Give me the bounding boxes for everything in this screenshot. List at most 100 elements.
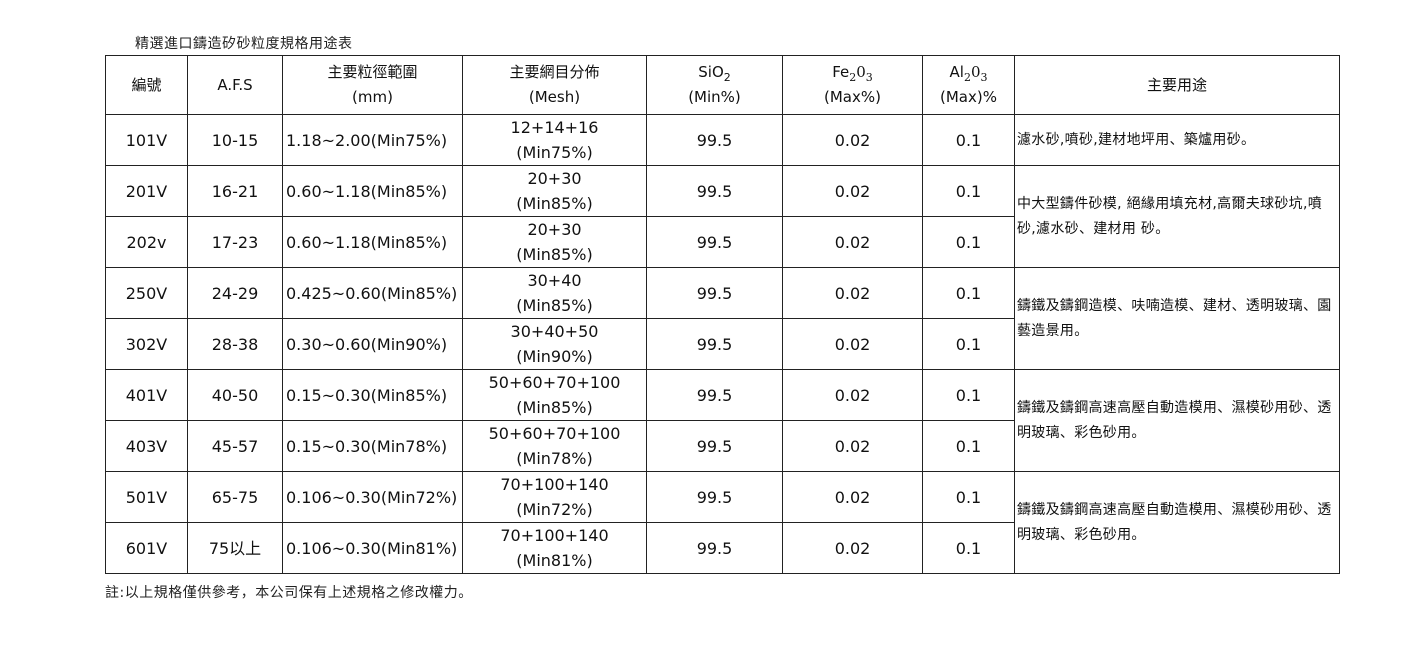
header-sio2: SiO2 (Min%) <box>646 55 783 115</box>
cell-al2o3: 0.1 <box>922 267 1015 319</box>
cell-afs: 24-29 <box>187 267 283 319</box>
header-size-line1: 主要粒徑範圍 <box>327 63 418 81</box>
table-row: 101V 10-15 1.18~2.00(Min75%) 12+14+16 (Mi… <box>105 114 1340 166</box>
cell-afs: 65-75 <box>187 471 283 523</box>
cell-usage: 鑄鐵及鑄鋼高速高壓自動造模用、濕模砂用砂、透明玻璃、彩色砂用。 <box>1014 369 1340 472</box>
cell-mesh-line1: 12+14+16 <box>510 118 599 137</box>
cell-afs: 45-57 <box>187 420 283 472</box>
cell-afs: 17-23 <box>187 216 283 268</box>
cell-code: 501V <box>105 471 188 523</box>
cell-sio2: 99.5 <box>646 471 783 523</box>
cell-mesh-line1: 20+30 <box>527 220 582 239</box>
cell-mesh: 70+100+140 (Min81%) <box>462 522 647 574</box>
cell-fe2o3: 0.02 <box>782 318 923 370</box>
cell-mesh-line2: (Min90%) <box>516 347 593 366</box>
cell-afs: 75以上 <box>187 522 283 574</box>
cell-al2o3: 0.1 <box>922 165 1015 217</box>
header-mesh: 主要網目分佈 (Mesh) <box>462 55 647 115</box>
table-row: 302V 28-38 0.30~0.60(Min90%) 30+40+50 (Mi… <box>105 318 1340 370</box>
cell-mesh-line1: 70+100+140 <box>500 475 609 494</box>
cell-mesh-line1: 30+40 <box>527 271 582 290</box>
table-row: 202v 17-23 0.60~1.18(Min85%) 20+30 (Min85… <box>105 216 1340 268</box>
header-size-line2: (mm) <box>352 88 393 106</box>
cell-size: 1.18~2.00(Min75%) <box>282 114 463 166</box>
cell-usage: 中大型鑄件砂模, 絕緣用填充材,高爾夫球砂坑,噴砂,濾水砂、建材用 砂。 <box>1014 165 1340 268</box>
cell-mesh-line1: 50+60+70+100 <box>488 373 621 392</box>
header-sio2-formula: SiO2 <box>648 60 782 85</box>
cell-mesh: 30+40+50 (Min90%) <box>462 318 647 370</box>
header-mesh-line2: (Mesh) <box>528 88 581 106</box>
cell-mesh-line2: (Min85%) <box>516 398 593 417</box>
cell-sio2: 99.5 <box>646 369 783 421</box>
table-row: 501V 65-75 0.106~0.30(Min72%) 70+100+140… <box>105 471 1340 574</box>
cell-size: 0.60~1.18(Min85%) <box>282 216 463 268</box>
cell-mesh-line2: (Min85%) <box>516 245 593 264</box>
fe-rest: 0 <box>856 63 866 81</box>
cell-size: 0.30~0.60(Min90%) <box>282 318 463 370</box>
header-afs: A.F.S <box>187 55 283 115</box>
cell-afs: 28-38 <box>187 318 283 370</box>
cell-afs: 16-21 <box>187 165 283 217</box>
sio2-main: SiO <box>698 63 724 81</box>
cell-mesh-line1: 20+30 <box>527 169 582 188</box>
cell-fe2o3: 0.02 <box>782 165 923 217</box>
cell-fe2o3: 0.02 <box>782 420 923 472</box>
cell-code: 201V <box>105 165 188 217</box>
cell-size: 0.60~1.18(Min85%) <box>282 165 463 217</box>
cell-mesh-line2: (Min78%) <box>516 449 593 468</box>
cell-usage: 鑄鐵及鑄鋼高速高壓自動造模用、濕模砂用砂、透明玻璃、彩色砂用。 <box>1014 471 1340 574</box>
cell-al2o3: 0.1 <box>922 471 1015 523</box>
cell-code: 601V <box>105 522 188 574</box>
cell-afs: 40-50 <box>187 369 283 421</box>
cell-fe2o3: 0.02 <box>782 114 923 166</box>
header-code: 編號 <box>105 55 188 115</box>
cell-code: 302V <box>105 318 188 370</box>
fe-subscript: 2 <box>849 71 857 84</box>
header-fe2o3-formula: Fe203 <box>784 60 922 85</box>
cell-size: 0.15~0.30(Min85%) <box>282 369 463 421</box>
cell-sio2: 99.5 <box>646 318 783 370</box>
cell-al2o3: 0.1 <box>922 318 1015 370</box>
header-al2o3-formula: Al203 <box>924 60 1014 85</box>
cell-mesh-line1: 50+60+70+100 <box>488 424 621 443</box>
cell-size: 0.106~0.30(Min72%) <box>282 471 463 523</box>
fe-subscript-2: 3 <box>865 71 873 84</box>
cell-mesh: 30+40 (Min85%) <box>462 267 647 319</box>
cell-code: 403V <box>105 420 188 472</box>
table-row: 403V 45-57 0.15~0.30(Min78%) 50+60+70+10… <box>105 420 1340 472</box>
al-rest: 0 <box>970 63 981 81</box>
cell-mesh: 50+60+70+100 (Min78%) <box>462 420 647 472</box>
sio2-subscript: 2 <box>723 71 731 84</box>
cell-code: 101V <box>105 114 188 166</box>
cell-mesh-line2: (Min85%) <box>516 194 593 213</box>
cell-fe2o3: 0.02 <box>782 471 923 523</box>
cell-mesh-line2: (Min75%) <box>516 143 593 162</box>
cell-al2o3: 0.1 <box>922 522 1015 574</box>
cell-mesh-line1: 30+40+50 <box>510 322 599 341</box>
table-row: 601V 75以上 0.106~0.30(Min81%) 70+100+140 (… <box>105 522 1340 574</box>
cell-size: 0.15~0.30(Min78%) <box>282 420 463 472</box>
cell-sio2: 99.5 <box>646 522 783 574</box>
cell-fe2o3: 0.02 <box>782 522 923 574</box>
al-subscript-2: 3 <box>980 71 988 84</box>
cell-mesh-line2: (Min85%) <box>516 296 593 315</box>
table-title: 精選進口鑄造矽砂粒度規格用途表 <box>135 36 353 52</box>
cell-sio2: 99.5 <box>646 114 783 166</box>
cell-usage: 鑄鐵及鑄鋼造模、呋喃造模、建材、透明玻璃、園藝造景用。 <box>1014 267 1340 370</box>
al-subscript: 2 <box>963 71 971 84</box>
spec-table: 編號 A.F.S 主要粒徑範圍 (mm) 主要網目分佈 (Mesh) SiO2 … <box>105 55 1340 574</box>
cell-al2o3: 0.1 <box>922 216 1015 268</box>
cell-sio2: 99.5 <box>646 267 783 319</box>
header-sio2-unit: (Min%) <box>688 88 741 106</box>
al-main: Al <box>949 63 964 81</box>
cell-fe2o3: 0.02 <box>782 267 923 319</box>
cell-al2o3: 0.1 <box>922 369 1015 421</box>
cell-fe2o3: 0.02 <box>782 369 923 421</box>
cell-sio2: 99.5 <box>646 165 783 217</box>
cell-size: 0.106~0.30(Min81%) <box>282 522 463 574</box>
cell-al2o3: 0.1 <box>922 420 1015 472</box>
cell-usage: 濾水砂,噴砂,建材地坪用、築爐用砂。 <box>1014 114 1340 166</box>
cell-sio2: 99.5 <box>646 216 783 268</box>
header-al2o3-unit: (Max)% <box>940 88 997 106</box>
header-size: 主要粒徑範圍 (mm) <box>282 55 463 115</box>
